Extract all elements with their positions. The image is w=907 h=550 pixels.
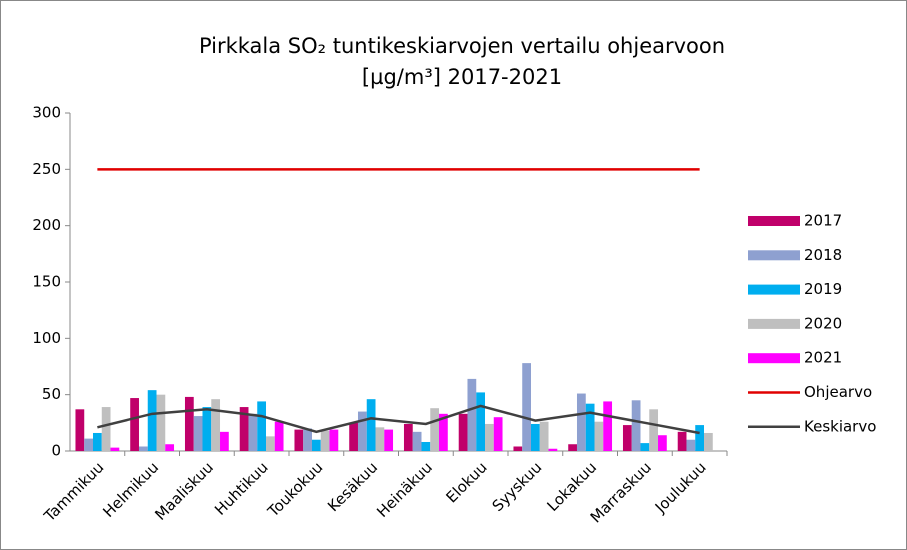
legend-label: 2020 xyxy=(804,314,842,332)
legend-label: 2021 xyxy=(804,349,842,367)
chart-subtitle: [µg/m³] 2017-2021 xyxy=(362,65,562,89)
bar xyxy=(539,421,549,451)
legend-swatch xyxy=(748,216,800,226)
bar xyxy=(412,431,422,451)
legend-label: Ohjearvo xyxy=(804,383,872,401)
bar xyxy=(266,436,275,451)
bar xyxy=(239,407,249,451)
bar xyxy=(165,444,175,451)
bar xyxy=(75,409,85,451)
y-tick-label: 100 xyxy=(32,329,61,347)
bar xyxy=(257,401,267,451)
bar xyxy=(202,407,212,451)
bar xyxy=(658,435,667,451)
bar xyxy=(704,432,713,451)
legend-swatch xyxy=(748,250,800,261)
y-tick-label: 0 xyxy=(51,442,61,460)
legend-label: 2018 xyxy=(804,246,842,264)
bar xyxy=(476,392,486,451)
bar xyxy=(311,439,321,451)
bar xyxy=(530,423,540,451)
bar xyxy=(366,399,376,451)
bar xyxy=(686,439,696,451)
bar xyxy=(130,398,139,451)
legend-label: 2017 xyxy=(804,212,842,230)
bar xyxy=(248,413,258,451)
bar xyxy=(211,399,221,451)
bar xyxy=(184,396,194,451)
bar xyxy=(403,423,413,451)
bar xyxy=(430,408,440,451)
y-tick-label: 200 xyxy=(32,216,61,234)
bar xyxy=(220,431,229,451)
bar xyxy=(548,448,558,451)
bar xyxy=(649,409,659,451)
bar xyxy=(421,441,431,451)
bar xyxy=(458,413,468,451)
bar xyxy=(603,401,613,451)
bar xyxy=(695,425,705,451)
legend-swatch xyxy=(748,284,800,295)
bar xyxy=(92,432,102,451)
bar xyxy=(485,423,494,451)
chart-title: Pirkkala SO₂ tuntikeskiarvojen vertailu … xyxy=(199,34,725,58)
bar xyxy=(594,421,604,451)
legend-swatch xyxy=(748,353,800,364)
bar xyxy=(193,416,203,451)
bar xyxy=(576,393,586,451)
bar xyxy=(493,417,503,451)
bar xyxy=(640,443,650,451)
bar xyxy=(585,403,595,451)
bar xyxy=(439,413,448,451)
line xyxy=(97,404,700,435)
bar xyxy=(138,446,148,451)
bar xyxy=(568,444,577,451)
y-tick-label: 300 xyxy=(32,104,61,122)
bar xyxy=(384,429,394,451)
bar xyxy=(622,425,632,451)
bar xyxy=(303,428,312,451)
bar xyxy=(349,422,358,451)
bar xyxy=(357,411,367,451)
bar xyxy=(274,421,284,451)
y-tick-label: 250 xyxy=(32,160,61,178)
bar xyxy=(294,429,304,451)
bar xyxy=(84,438,93,451)
y-tick-label: 50 xyxy=(42,385,61,403)
bar xyxy=(101,407,111,451)
y-tick-label: 150 xyxy=(32,273,61,291)
bar xyxy=(467,378,477,451)
bar xyxy=(631,400,641,451)
legend-swatch xyxy=(748,318,800,329)
bar xyxy=(156,394,166,451)
bar xyxy=(375,427,385,451)
bar xyxy=(677,431,687,451)
bar xyxy=(329,429,339,451)
legend-label: Keskiarvo xyxy=(804,417,876,435)
bar xyxy=(513,446,523,451)
bar xyxy=(110,447,120,451)
legend-label: 2019 xyxy=(804,280,842,298)
bar xyxy=(522,363,531,451)
bar xyxy=(320,430,330,451)
bar xyxy=(147,390,157,451)
